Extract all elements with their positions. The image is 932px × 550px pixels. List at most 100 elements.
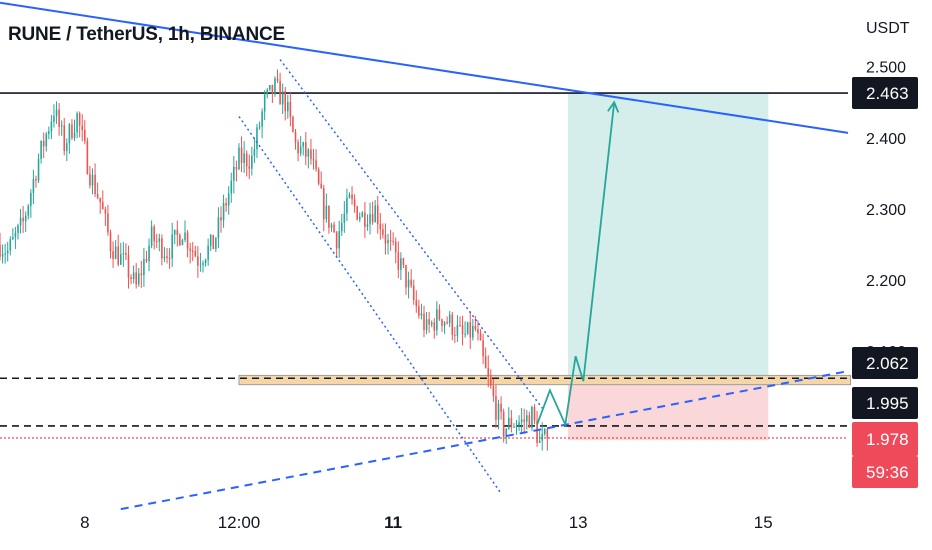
candle — [510, 410, 513, 433]
candle-body — [184, 232, 186, 240]
candle — [238, 143, 240, 171]
candle — [541, 422, 544, 451]
candle — [194, 245, 197, 258]
candle — [430, 320, 433, 328]
price-axis: 2.5002.4002.3002.2002.1002.4632.0621.995… — [852, 60, 918, 488]
candle-body — [389, 240, 392, 242]
candle-body — [418, 306, 420, 316]
candle — [48, 126, 50, 140]
candle-body — [230, 180, 233, 194]
candle — [143, 247, 145, 287]
candle-body — [78, 113, 81, 126]
candle-body — [6, 250, 9, 254]
candle-body — [297, 142, 299, 154]
candle — [274, 76, 276, 97]
candle-body — [374, 205, 376, 223]
candle — [322, 184, 325, 232]
candle — [271, 84, 274, 103]
candle — [328, 205, 330, 234]
candle — [158, 233, 161, 252]
candle — [215, 236, 217, 253]
candle-body — [397, 252, 400, 270]
candle-body — [412, 285, 415, 300]
candle-body — [482, 340, 484, 357]
candle-body — [235, 166, 238, 170]
candle — [78, 111, 81, 138]
candle — [490, 369, 492, 389]
candle-body — [536, 420, 538, 443]
candle — [243, 141, 245, 174]
candle-body — [40, 140, 42, 159]
price-tick-label: 2.500 — [866, 60, 906, 77]
candle-body — [209, 234, 212, 246]
candle — [73, 119, 76, 141]
candle — [281, 83, 284, 115]
candle-body — [415, 299, 418, 307]
candle — [240, 136, 243, 173]
candle — [389, 229, 392, 251]
candle — [130, 274, 132, 285]
candle-body — [66, 143, 68, 151]
candle — [99, 197, 102, 214]
candle-body — [202, 263, 204, 265]
candle-body — [299, 146, 302, 154]
zones-layer — [238, 93, 852, 441]
candle — [366, 214, 369, 231]
candle-body — [394, 241, 397, 253]
candle — [484, 347, 487, 369]
candle-body — [317, 169, 320, 184]
currency-unit: USDT — [866, 20, 910, 37]
candle — [376, 195, 379, 234]
candle — [438, 304, 441, 321]
candle — [148, 238, 150, 272]
candle-body — [269, 84, 271, 90]
candle-body — [353, 199, 356, 207]
candle-body — [376, 205, 379, 224]
candle-body — [402, 258, 405, 266]
candle-body — [158, 238, 161, 242]
candle — [145, 250, 148, 264]
price-label-box — [852, 387, 918, 419]
candle — [176, 220, 179, 247]
candle — [340, 213, 343, 237]
candle-body — [37, 158, 40, 181]
candle-body — [456, 325, 459, 336]
candle-body — [366, 224, 369, 227]
candle — [528, 411, 531, 429]
candle-body — [292, 116, 294, 132]
candle — [89, 165, 91, 189]
candle — [137, 268, 140, 287]
candle — [415, 290, 418, 313]
candle — [394, 237, 397, 264]
candle — [50, 114, 53, 140]
candle-body — [4, 253, 6, 255]
candle — [233, 156, 235, 194]
candle — [30, 189, 32, 218]
candle — [227, 186, 230, 215]
candle-body — [143, 259, 145, 276]
candle-body — [194, 251, 197, 257]
candle-body — [89, 173, 91, 186]
candle-body — [173, 229, 176, 235]
candle — [63, 117, 66, 156]
candle — [459, 316, 461, 327]
candle-body — [227, 193, 230, 206]
candle-body — [256, 127, 258, 150]
candle — [84, 120, 86, 145]
candle-body — [114, 246, 117, 259]
candle-body — [125, 253, 127, 255]
candle-body — [12, 237, 14, 240]
candle — [248, 154, 251, 179]
candle — [358, 212, 361, 223]
candle — [263, 90, 266, 121]
candle-body — [513, 426, 515, 428]
candle — [53, 104, 55, 128]
candle-body — [322, 188, 325, 220]
price-label-text: 1.995 — [866, 394, 909, 413]
candle-body — [428, 319, 430, 325]
candle-body — [304, 142, 307, 157]
candle — [71, 119, 73, 141]
candle-body — [407, 279, 410, 288]
candle — [515, 419, 518, 435]
